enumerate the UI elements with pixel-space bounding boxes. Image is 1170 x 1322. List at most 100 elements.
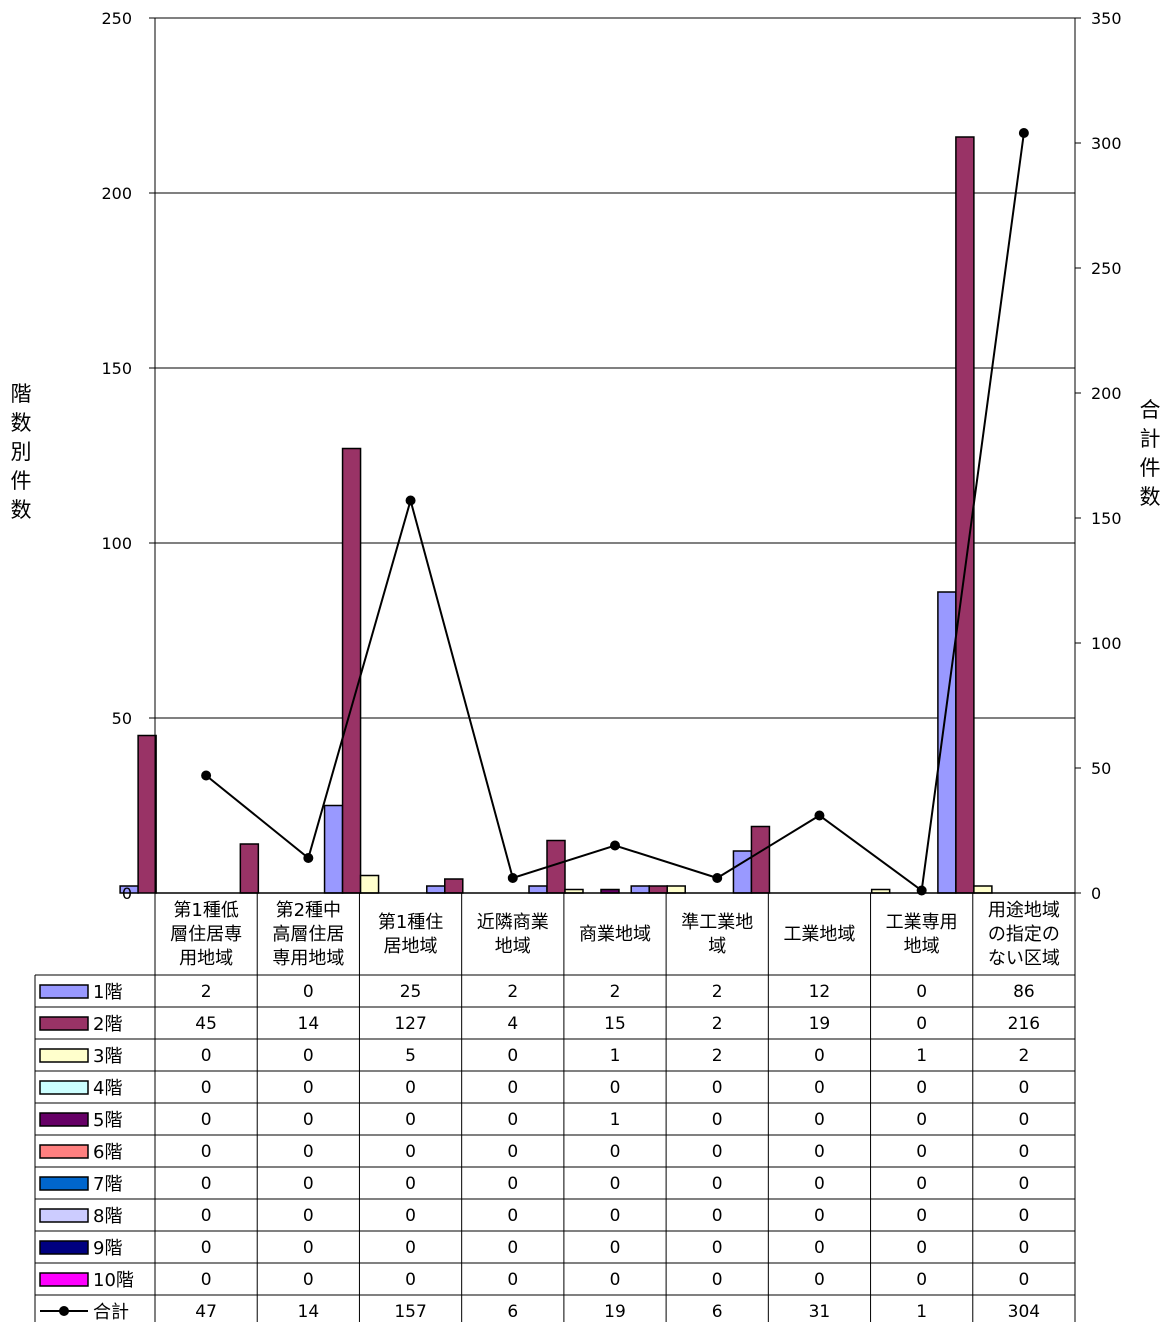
table-cell-value: 0 bbox=[507, 1174, 518, 1194]
table-cell-value: 0 bbox=[814, 1206, 825, 1226]
table-cell-value: 0 bbox=[303, 1142, 314, 1162]
legend-key bbox=[39, 1272, 89, 1287]
table-cell-value: 0 bbox=[610, 1142, 621, 1162]
table-cell-value: 0 bbox=[303, 1110, 314, 1130]
table-cell-value: 5 bbox=[405, 1046, 416, 1066]
table-cell-value: 14 bbox=[298, 1302, 320, 1322]
legend-key bbox=[39, 1176, 89, 1191]
y2-tick-label: 150 bbox=[1091, 509, 1122, 528]
table-cell-value: 19 bbox=[809, 1014, 831, 1034]
axis-title-char: 計 bbox=[1139, 427, 1161, 451]
category-label-line: 専用地域 bbox=[272, 948, 344, 969]
table-cell-value: 25 bbox=[400, 982, 422, 1002]
category-label-line: ない区域 bbox=[988, 948, 1060, 969]
legend-key-total-marker bbox=[59, 1306, 69, 1316]
axis-title-char: 件 bbox=[10, 469, 32, 493]
table-cell-value: 0 bbox=[814, 1142, 825, 1162]
category-label: 第1種住居地域 bbox=[378, 912, 443, 957]
table-cell-value: 0 bbox=[201, 1078, 212, 1098]
table-cell-value: 0 bbox=[303, 982, 314, 1002]
table-cell-value: 0 bbox=[916, 1078, 927, 1098]
category-label-line: の指定の bbox=[988, 924, 1060, 945]
table-cell-value: 0 bbox=[1018, 1142, 1029, 1162]
table-cell-value: 0 bbox=[405, 1270, 416, 1290]
y2-tick-label: 350 bbox=[1091, 9, 1122, 28]
table-cell-value: 0 bbox=[507, 1270, 518, 1290]
total-point bbox=[814, 810, 825, 821]
table-cell-value: 0 bbox=[814, 1110, 825, 1130]
table-cell-value: 86 bbox=[1013, 982, 1035, 1002]
bar bbox=[444, 878, 464, 894]
table-cell-value: 0 bbox=[405, 1142, 416, 1162]
table-cell-value: 216 bbox=[1008, 1014, 1040, 1034]
table-cell-value: 45 bbox=[195, 1014, 217, 1034]
category-label-line: 工業地域 bbox=[783, 924, 855, 945]
table-cell-value: 1 bbox=[610, 1110, 621, 1130]
table-cell-value: 0 bbox=[610, 1078, 621, 1098]
axis-title-char: 数 bbox=[1139, 485, 1161, 509]
legend-label: 4階 bbox=[93, 1078, 122, 1099]
category-label-line: 工業専用 bbox=[886, 912, 958, 933]
category-label-line: 準工業地 bbox=[681, 912, 753, 933]
table-cell-value: 0 bbox=[916, 1206, 927, 1226]
table-cell-value: 0 bbox=[405, 1110, 416, 1130]
bar bbox=[937, 591, 957, 894]
table-cell-value: 0 bbox=[201, 1270, 212, 1290]
table-cell-value: 2 bbox=[507, 982, 518, 1002]
table-cell-value: 6 bbox=[507, 1302, 518, 1322]
table-cell-value: 0 bbox=[712, 1238, 723, 1258]
bar bbox=[341, 447, 362, 894]
legend-label: 合計 bbox=[93, 1302, 129, 1322]
table-cell-value: 0 bbox=[1018, 1110, 1029, 1130]
table-cell-value: 4 bbox=[507, 1014, 518, 1034]
category-label-line: 域 bbox=[708, 936, 726, 957]
plot-frame bbox=[154, 17, 1076, 894]
bar bbox=[359, 874, 380, 894]
table-cell-value: 12 bbox=[809, 982, 831, 1002]
table-cell-value: 0 bbox=[1018, 1174, 1029, 1194]
table-cell-value: 2 bbox=[712, 1014, 723, 1034]
table-cell-value: 0 bbox=[916, 1014, 927, 1034]
category-label-line: 第2種中 bbox=[276, 900, 341, 921]
table-cell-value: 2 bbox=[201, 982, 212, 1002]
table-cell-value: 31 bbox=[809, 1302, 831, 1322]
total-line-path bbox=[205, 132, 1025, 893]
legend-label: 10階 bbox=[93, 1270, 134, 1291]
table-cell-value: 47 bbox=[195, 1302, 217, 1322]
table-cell-value: 157 bbox=[394, 1302, 426, 1322]
table-cell-value: 0 bbox=[1018, 1270, 1029, 1290]
y2-tick-label: 0 bbox=[1091, 884, 1101, 903]
total-point bbox=[405, 495, 416, 506]
legend-label: 8階 bbox=[93, 1206, 122, 1227]
bars bbox=[119, 136, 993, 894]
table-cell-value: 0 bbox=[303, 1046, 314, 1066]
table-cell-value: 0 bbox=[916, 1270, 927, 1290]
bar bbox=[137, 734, 157, 894]
y-axis-right-title: 合計件数 bbox=[1137, 396, 1163, 512]
table-cell-value: 0 bbox=[303, 1238, 314, 1258]
legend-key bbox=[39, 1080, 89, 1095]
category-label-line: 近隣商業 bbox=[477, 912, 549, 933]
bar bbox=[426, 885, 446, 894]
category-label-line: 用途地域 bbox=[988, 900, 1060, 921]
legend-key bbox=[39, 1048, 89, 1063]
bar bbox=[630, 885, 650, 894]
table-cell-value: 0 bbox=[405, 1238, 416, 1258]
y-tick-label: 50 bbox=[112, 709, 132, 728]
table-cell-value: 0 bbox=[916, 1142, 927, 1162]
legend-key bbox=[39, 1240, 89, 1255]
legend-key bbox=[39, 1112, 89, 1127]
category-label-line: 第1種住 bbox=[378, 912, 443, 933]
bar bbox=[239, 843, 260, 894]
table-cell-value: 0 bbox=[405, 1206, 416, 1226]
data-table: 第1種低層住居専用地域第2種中高層住居専用地域第1種住居地域近隣商業地域商業地域… bbox=[34, 893, 1076, 1322]
table-cell-value: 0 bbox=[814, 1270, 825, 1290]
table-cell-value: 2 bbox=[712, 982, 723, 1002]
legend-key bbox=[39, 1208, 89, 1223]
y2-tick-label: 250 bbox=[1091, 259, 1122, 278]
table-cell-value: 0 bbox=[405, 1174, 416, 1194]
category-label: 第2種中高層住居専用地域 bbox=[272, 900, 344, 969]
category-label-line: 用地域 bbox=[179, 948, 233, 969]
bar bbox=[732, 850, 753, 894]
